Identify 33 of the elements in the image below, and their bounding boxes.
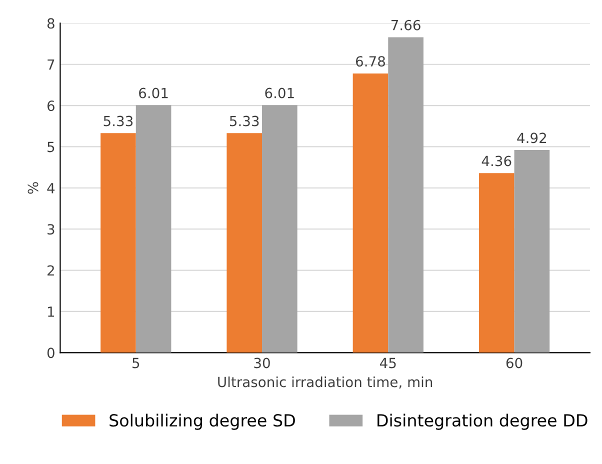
- y-tick-label: 7: [48, 60, 54, 70]
- bar: [478, 173, 514, 353]
- data-label: 5.33: [230, 116, 259, 126]
- bar: [388, 37, 424, 353]
- legend-label: Disintegration degree DD: [378, 414, 588, 430]
- y-tick-label: 0: [47, 348, 54, 358]
- y-tick-label: 5: [48, 142, 54, 152]
- x-tick-label: 5: [132, 358, 140, 368]
- bar: [136, 105, 172, 353]
- bar: [100, 133, 136, 353]
- y-tick-label: 2: [48, 265, 54, 276]
- y-axis-title: %: [28, 182, 38, 194]
- legend-label: Solubilizing degree SD: [110, 414, 295, 430]
- y-tick-label: 8: [47, 18, 54, 29]
- data-label: 6.01: [139, 88, 168, 98]
- x-tick-label: 60: [506, 358, 522, 368]
- bar: [352, 73, 388, 353]
- data-label: 7.66: [391, 20, 420, 30]
- bar: [514, 150, 550, 353]
- data-label: 4.92: [517, 132, 546, 144]
- x-tick-label: 45: [380, 358, 396, 368]
- bar: [226, 133, 262, 353]
- data-label: 6.01: [265, 88, 294, 98]
- bar: [262, 105, 298, 353]
- data-label: 6.78: [356, 56, 385, 67]
- y-tick-label: 4: [47, 183, 55, 194]
- y-tick-label: 6: [47, 100, 54, 112]
- x-tick-label: 30: [254, 358, 270, 368]
- data-label: 4.36: [482, 156, 512, 166]
- data-label: 5.33: [104, 116, 133, 126]
- y-tick-label: 3: [48, 224, 54, 235]
- x-axis-title: Ultrasonic irradiation time, min: [218, 376, 432, 389]
- y-tick-label: 1: [48, 306, 54, 317]
